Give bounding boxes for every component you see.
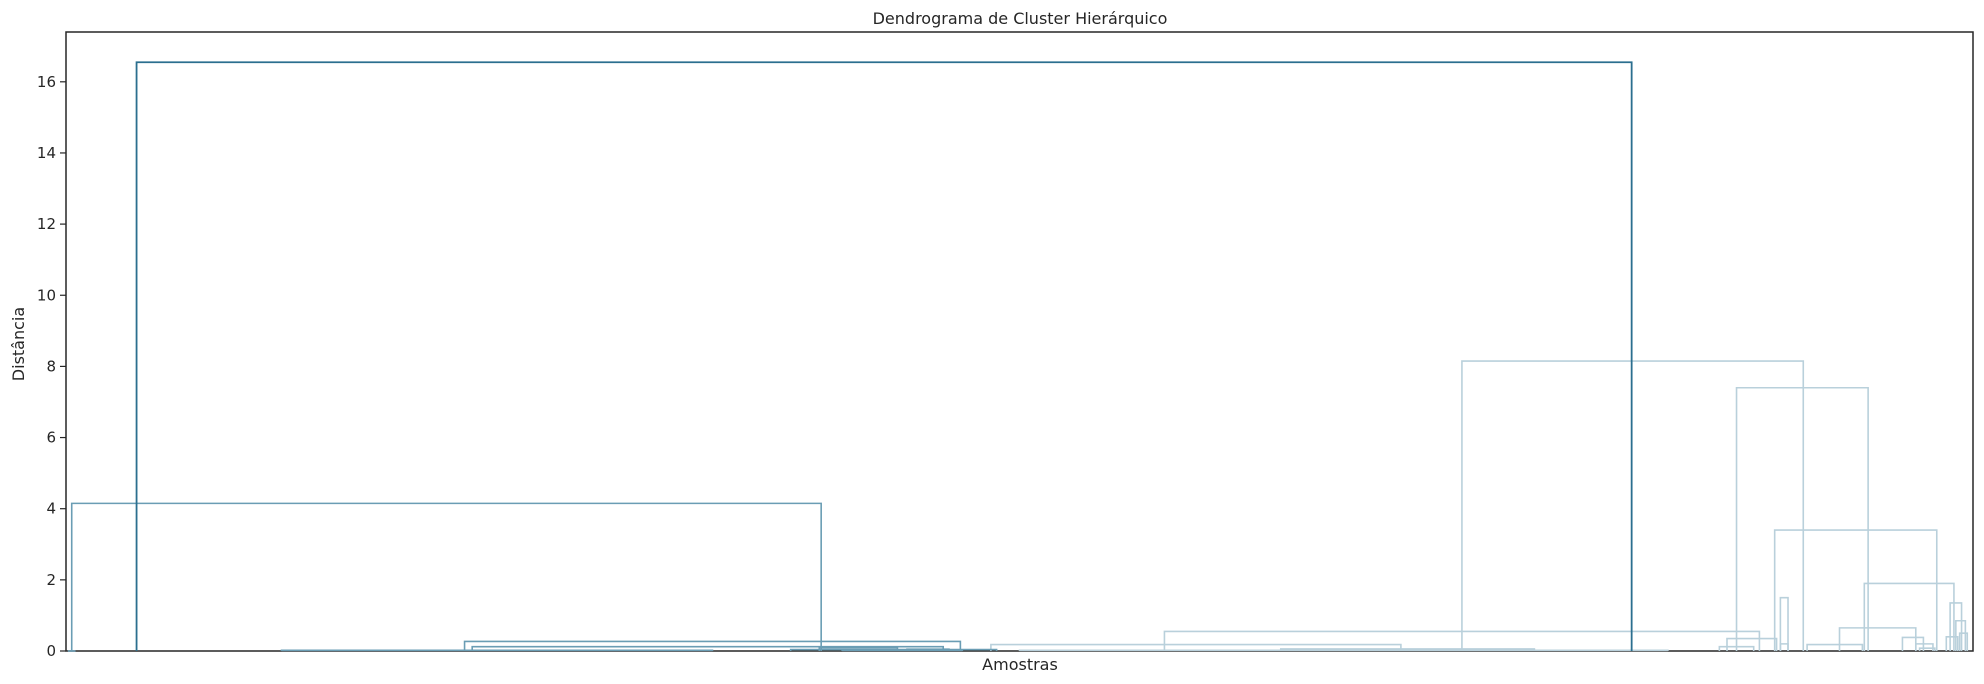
dendrogram-link	[1955, 619, 1967, 651]
y-tick-label: 10	[37, 286, 56, 304]
dendrogram-link	[463, 640, 962, 651]
chart-title: Dendrograma de Cluster Hierárquico	[873, 9, 1168, 28]
dendrogram-link	[1863, 582, 1955, 651]
dendrogram-link	[1735, 386, 1869, 651]
dendrogram-links	[67, 61, 1969, 652]
dendrogram-link	[1918, 647, 1936, 651]
dendrogram-link	[1958, 632, 1969, 651]
y-axis-label: Distância	[9, 307, 28, 381]
dendrogram-link	[280, 649, 714, 652]
dendrogram-link	[1726, 637, 1778, 651]
y-tick-label: 4	[46, 500, 56, 518]
dendrogram-link	[1018, 649, 1669, 652]
x-axis-label: Amostras	[982, 655, 1058, 674]
dendrogram-link	[990, 643, 1402, 651]
dendrogram-link	[1718, 645, 1755, 651]
dendrogram-link	[841, 649, 964, 652]
dendrogram-link	[1773, 529, 1938, 651]
y-tick-label: 2	[46, 571, 56, 589]
y-tick-label: 14	[37, 144, 56, 162]
y-tick-label: 6	[46, 429, 56, 447]
y-tick-label: 12	[37, 215, 56, 233]
dendrogram-link	[1945, 635, 1959, 651]
y-tick-label: 0	[46, 642, 56, 660]
plot-frame	[65, 31, 1974, 652]
dendrogram-link	[135, 61, 1633, 651]
dendrogram-link	[1163, 630, 1761, 651]
dendrogram-link	[818, 646, 899, 651]
dendrogram-link	[1806, 643, 1864, 651]
dendrogram-link	[70, 502, 822, 651]
dendrogram-link	[1949, 602, 1963, 651]
dendrogram-link	[1838, 627, 1917, 651]
y-tick-label: 8	[46, 357, 56, 375]
y-tick-label: 16	[37, 73, 56, 91]
dendrogram-link	[1461, 360, 1805, 651]
dendrogram-link	[906, 648, 950, 651]
y-axis-ticks: 0 2 4 6 8 10 12 14 16	[37, 73, 66, 660]
dendrogram-link	[1779, 596, 1789, 651]
dendrogram-link	[1779, 643, 1789, 651]
